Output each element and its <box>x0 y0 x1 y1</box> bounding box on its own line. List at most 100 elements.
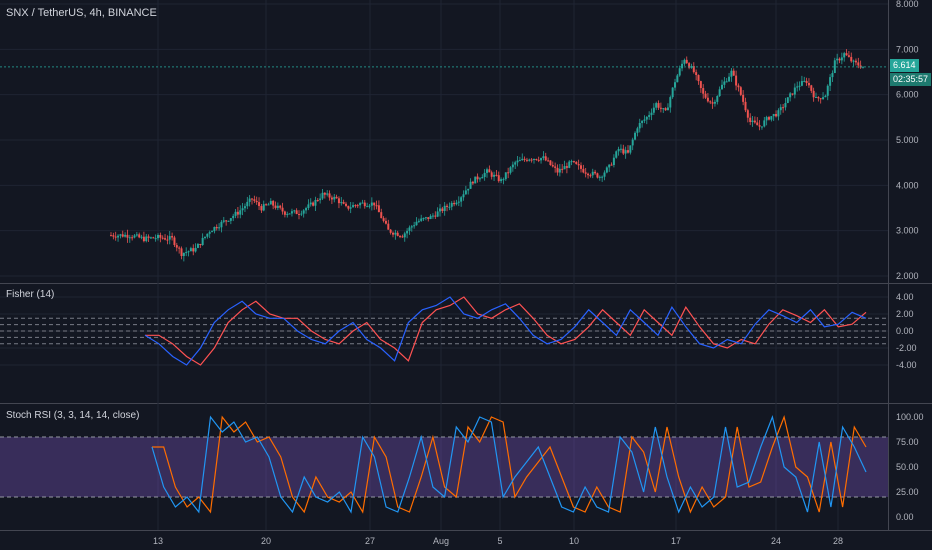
candle-body <box>335 196 338 199</box>
candle-body <box>551 165 554 167</box>
fisher-axis-label: -2.00 <box>896 343 917 353</box>
candle-body <box>401 236 404 238</box>
candle-body <box>629 145 632 153</box>
candle-body <box>474 176 477 184</box>
candle-body <box>758 125 761 127</box>
candle-body <box>744 101 747 111</box>
candle-body <box>399 235 402 237</box>
candle-body <box>124 234 127 237</box>
candle-body <box>194 247 197 252</box>
candle-body <box>544 156 547 161</box>
candle-body <box>678 68 681 76</box>
candle-body <box>328 193 331 198</box>
candle-body <box>800 81 803 86</box>
candle-body <box>765 117 768 121</box>
candle-body <box>840 57 843 61</box>
candle-body <box>516 160 519 163</box>
candle-body <box>777 110 780 117</box>
candle-body <box>218 227 221 229</box>
candle-body <box>305 208 308 211</box>
candle-body <box>366 206 369 208</box>
candle-body <box>340 202 343 204</box>
candle-body <box>723 81 726 85</box>
candle-body <box>206 233 209 237</box>
candle-body <box>850 56 853 62</box>
candle-body <box>269 200 272 205</box>
candle-body <box>279 205 282 208</box>
price-axis-label: 2.000 <box>896 271 919 281</box>
candle-body <box>749 117 752 122</box>
candle-body <box>255 200 258 203</box>
candle-body <box>342 202 345 204</box>
candle-body <box>650 112 653 116</box>
candle-body <box>721 84 723 90</box>
fisher-line <box>144 296 867 366</box>
stoch-axis-label: 75.00 <box>896 437 919 447</box>
candle-body <box>514 162 517 165</box>
candle-body <box>420 218 423 221</box>
candle-body <box>775 113 778 117</box>
candle-body <box>652 107 655 113</box>
candle-body <box>260 206 263 211</box>
candle-body <box>133 235 136 238</box>
candle-body <box>488 169 491 173</box>
candle-body <box>448 206 451 208</box>
candle-body <box>598 176 601 178</box>
candle-body <box>857 62 860 66</box>
candle-body <box>114 236 117 238</box>
candle-body <box>281 207 284 212</box>
candle-body <box>542 156 545 159</box>
candle-body <box>455 202 458 205</box>
candle-body <box>382 218 385 221</box>
candle-body <box>323 192 326 195</box>
candle-body <box>770 116 773 120</box>
candle-body <box>330 197 333 200</box>
candle-body <box>368 205 371 207</box>
candle-body <box>110 235 112 237</box>
candle-body <box>446 205 449 207</box>
candle-body <box>627 150 629 153</box>
candle-body <box>135 234 138 236</box>
time-axis-label: 5 <box>497 536 502 546</box>
candle-body <box>805 80 808 83</box>
candle-body <box>671 87 674 98</box>
candle-body <box>251 198 253 200</box>
fisher-axis-label: 2.00 <box>896 309 914 319</box>
candle-body <box>638 122 641 129</box>
candle-body <box>554 166 557 168</box>
candle-body <box>180 248 183 257</box>
fisher-axis-label: 4.00 <box>896 292 914 302</box>
candle-body <box>375 205 378 207</box>
candle-body <box>709 101 712 103</box>
candle-body <box>704 93 707 98</box>
candle-body <box>822 97 825 100</box>
candle-body <box>171 236 174 238</box>
candle-body <box>655 103 658 108</box>
candle-body <box>345 203 347 206</box>
price-axis-label: 6.000 <box>896 90 919 100</box>
candle-body <box>490 172 493 177</box>
candle-body <box>742 94 745 102</box>
candle-body <box>547 160 550 162</box>
candle-body <box>784 102 787 108</box>
candle-body <box>845 53 848 56</box>
candle-body <box>798 85 801 87</box>
candle-body <box>422 218 425 220</box>
candle-body <box>126 234 129 238</box>
candle-body <box>610 164 613 166</box>
candle-body <box>645 116 648 120</box>
candle-body <box>587 173 590 176</box>
candle-body <box>648 115 651 117</box>
candle-body <box>392 232 394 235</box>
candle-body <box>359 203 362 206</box>
candle-body <box>316 199 319 201</box>
fisher-axis-label: 0.00 <box>896 326 914 336</box>
candle-body <box>612 157 615 166</box>
candle-body <box>768 117 770 120</box>
candle-body <box>631 139 634 146</box>
stoch-axis-label: 0.00 <box>896 512 914 522</box>
candle-body <box>112 235 115 237</box>
candle-body <box>504 172 507 180</box>
candle-body <box>509 167 512 173</box>
